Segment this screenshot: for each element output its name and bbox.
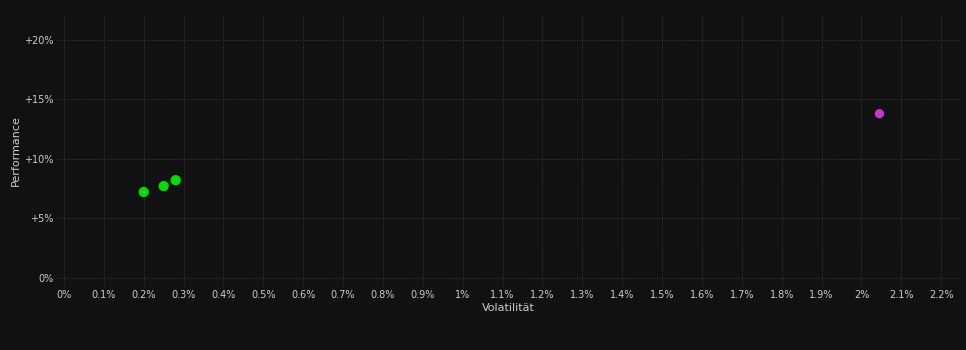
- Point: [168, 177, 184, 183]
- Point: [136, 189, 152, 195]
- Y-axis label: Performance: Performance: [11, 115, 21, 186]
- Point: [871, 111, 887, 117]
- Point: [156, 183, 171, 189]
- X-axis label: Volatilität: Volatilität: [482, 302, 535, 313]
